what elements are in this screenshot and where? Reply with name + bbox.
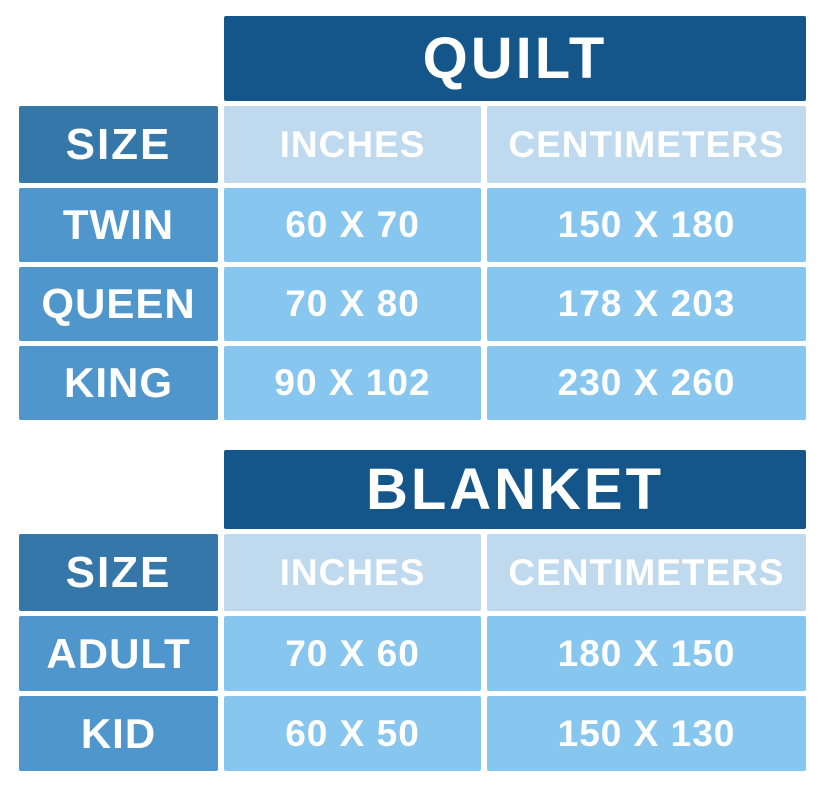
- quilt-row-queen-centimeters: 178 X 203: [487, 267, 806, 341]
- blanket-column-header-inches: INCHES: [224, 534, 481, 611]
- quilt-row-twin-label: TWIN: [19, 188, 218, 262]
- quilt-column-header-size: SIZE: [19, 106, 218, 183]
- blanket-row-adult-centimeters: 180 X 150: [487, 616, 806, 691]
- quilt-row-king-centimeters: 230 X 260: [487, 346, 806, 420]
- quilt-row-king-label: KING: [19, 346, 218, 420]
- blanket-row-adult-label: ADULT: [19, 616, 218, 691]
- blanket-column-header-centimeters: CENTIMETERS: [487, 534, 806, 611]
- quilt-row-twin-centimeters: 150 X 180: [487, 188, 806, 262]
- blanket-column-header-size: SIZE: [19, 534, 218, 611]
- quilt-column-header-inches: INCHES: [224, 106, 481, 183]
- blanket-row-kid-centimeters: 150 X 130: [487, 696, 806, 771]
- quilt-row-queen-label: QUEEN: [19, 267, 218, 341]
- blanket-table-title: BLANKET: [224, 450, 806, 529]
- blanket-size-table: BLANKET SIZE INCHES CENTIMETERS ADULT 70…: [19, 450, 806, 771]
- blanket-row-adult-inches: 70 X 60: [224, 616, 481, 691]
- quilt-column-header-centimeters: CENTIMETERS: [487, 106, 806, 183]
- quilt-row-twin-inches: 60 X 70: [224, 188, 481, 262]
- blanket-row-kid-inches: 60 X 50: [224, 696, 481, 771]
- blanket-row-kid-label: KID: [19, 696, 218, 771]
- quilt-row-queen-inches: 70 X 80: [224, 267, 481, 341]
- quilt-table-title: QUILT: [224, 16, 806, 101]
- quilt-row-king-inches: 90 X 102: [224, 346, 481, 420]
- quilt-size-table: QUILT SIZE INCHES CENTIMETERS TWIN 60 X …: [19, 16, 806, 420]
